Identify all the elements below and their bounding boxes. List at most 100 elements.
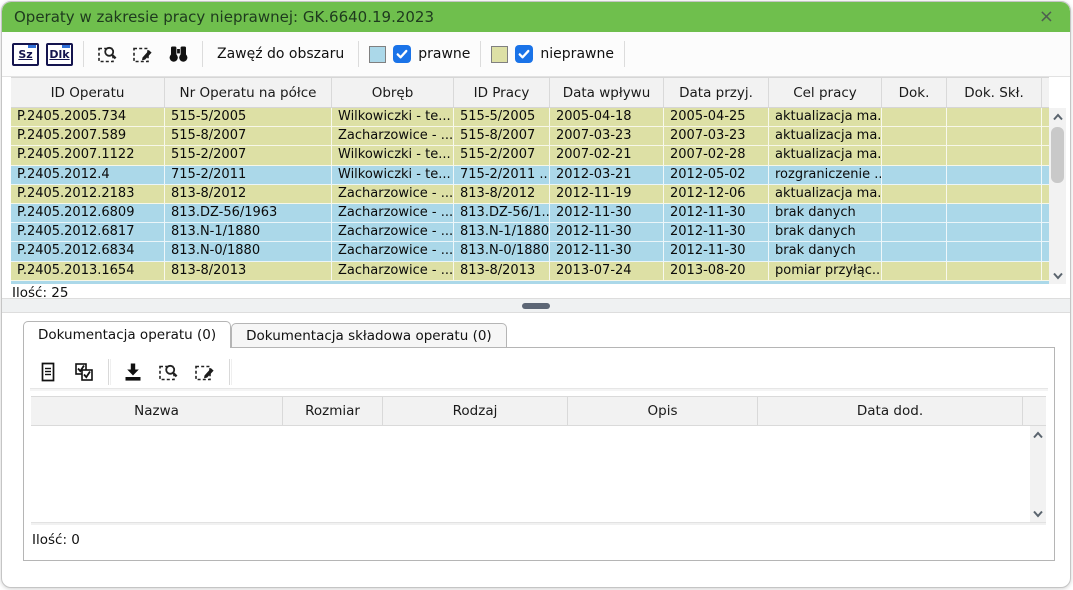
scroll-up-icon[interactable] [1049,108,1066,125]
preview-selection-button[interactable] [155,358,183,386]
op-cell: 813.N-1/1880 [454,223,550,243]
filter-swatch-prawne [369,45,387,63]
select-edit-button[interactable] [129,40,157,68]
tab-dokumentacja-skladowa[interactable]: Dokumentacja składowa operatu (0) [231,323,507,347]
title-bar[interactable]: Operaty w zakresie pracy nieprawnej: GK.… [2,2,1070,32]
op-column-header[interactable]: Data wpływu [550,78,664,107]
document-button[interactable] [34,358,62,386]
op-cell-filler [1042,185,1049,204]
filter-checkbox-prawne[interactable] [393,45,412,63]
op-cell: 813.N-1/1880 [165,223,332,243]
op-cell: 515-5/2005 [454,108,550,128]
op-column-header[interactable]: Dok. [882,78,947,107]
doc-column-header[interactable]: Nazwa [31,397,283,425]
checkmark-icon [518,49,530,59]
op-cell: Zacharzowice - ... [332,203,454,224]
op-cell: pomiar przyłąc... [769,261,882,281]
op-cell: 2012-11-30 [664,223,769,243]
toolbar-separator [480,41,482,67]
select-preview-button[interactable] [94,40,122,68]
operat-row[interactable]: P.2405.2012.2183 813-8/2012 Zacharzowice -… [11,184,1049,204]
operat-row[interactable]: P.2405.2012.4 715-2/2011 Wilkowiczki - te.… [11,165,1049,185]
op-cell: 2005-04-25 [664,108,769,128]
doc-column-header[interactable]: Rozmiar [283,397,383,425]
op-cell: P.2405.2012.6834 [11,242,165,262]
tab-label: Dokumentacja operatu (0) [38,326,217,343]
op-cell-filler [1042,242,1049,262]
op-column-header[interactable]: Nr Operatu na półce [165,78,332,107]
scrollbar-thumb[interactable] [1051,127,1064,183]
toolbar-separator [83,41,84,67]
op-cell: 813.DZ-56/1... [454,203,550,224]
op-cell: P.2405.2005.734 [11,108,165,128]
splitter-grip-icon[interactable] [522,302,550,309]
op-column-header[interactable]: Obręb [332,78,454,107]
op-column-header[interactable]: Data przyj. [664,78,769,107]
main-toolbar: Sz Dlk [2,32,1070,77]
scroll-down-icon[interactable] [1049,267,1066,284]
op-cell [947,165,1042,185]
sz-button-label: Sz [18,47,33,61]
documents-toolbar [30,355,1048,389]
filter-label-prawne[interactable]: prawne [418,46,471,62]
close-icon[interactable]: × [1038,6,1054,27]
tab-dokumentacja-operatu[interactable]: Dokumentacja operatu (0) [23,321,232,348]
operaty-table-body: P.2405.2005.734 515-5/2005 Wilkowiczki - t… [11,108,1049,284]
documents-table-body [31,426,1046,523]
op-cell: P.2405.2007.1122 [11,146,165,166]
sz-button[interactable]: Sz [12,42,39,66]
op-column-header[interactable]: Dok. Skł. [947,78,1042,107]
op-cell [882,108,947,128]
zoom-to-area-button[interactable]: Zawęź do obszaru [217,46,345,62]
documents-table: Nazwa Rozmiar Rodzaj Opis Data dod. [31,396,1046,523]
op-cell: 715-2/2011 [165,165,332,185]
edit-selection-button[interactable] [191,358,219,386]
document-icon [41,362,55,381]
operat-row[interactable]: P.2405.2012.6809 813.DZ-56/1963 Zacharzowi… [11,203,1049,224]
op-cell: rozgraniczenie ... [769,165,882,185]
op-cell: 2007-03-23 [550,127,664,147]
doc-column-header[interactable]: Rodzaj [383,397,568,425]
operat-row[interactable]: P.2405.2012.6834 813.N-0/1880 Zacharzowice… [11,242,1049,262]
op-column-header[interactable]: ID Pracy [454,78,550,107]
op-cell: Wilkowiczki - te... [332,165,454,185]
dlk-button[interactable]: Dlk [46,42,73,66]
op-cell: 813-8/2012 [165,184,332,204]
op-cell-filler [1042,204,1049,224]
scroll-down-icon[interactable] [1030,505,1046,522]
op-cell [947,242,1042,262]
scroll-up-icon[interactable] [1030,426,1046,443]
op-cell: 2005-04-18 [550,108,664,128]
op-cell: P.2405.2012.4 [11,165,165,185]
operat-row[interactable]: P.2405.2013.1654 813-8/2013 Zacharzowice -… [11,261,1049,281]
op-cell: 2012-11-30 [550,223,664,243]
op-cell: Wilkowiczki - te... [332,108,454,128]
op-cell: 515-8/2007 [165,127,332,147]
operat-row[interactable]: P.2405.2012.6817 813.N-1/1880 Zacharzowice… [11,223,1049,243]
op-column-header[interactable]: ID Operatu [11,78,165,107]
op-cell [947,146,1042,166]
operat-row[interactable]: P.2405.2005.734 515-5/2005 Wilkowiczki - t… [11,108,1049,128]
tab-content: Nazwa Rozmiar Rodzaj Opis Data dod. Ilość: 0 [23,347,1055,561]
filter-checkbox-nieprawne[interactable] [515,45,534,63]
operat-row[interactable]: P.2405.2007.1122 515-2/2007 Wilkowiczki - … [11,146,1049,166]
op-cell: P.2405.2012.6817 [11,223,165,243]
multi-select-button[interactable] [70,358,98,386]
operat-row[interactable]: P.2405.2007.589 515-8/2007 Zacharzowice - … [11,127,1049,147]
operaty-table-scrollbar[interactable] [1049,108,1066,284]
splitter[interactable] [2,298,1070,313]
tabs-row: Dokumentacja operatu (0) Dokumentacja sk… [23,320,1055,348]
op-column-header[interactable]: Cel pracy [769,78,882,107]
double-checkbox-icon [75,362,93,381]
op-cell: 2012-11-19 [550,184,664,204]
filter-label-nieprawne[interactable]: nieprawne [540,46,614,62]
op-cell: 2007-03-23 [664,127,769,147]
doc-column-header[interactable]: Data dod. [758,397,1023,425]
op-cell [882,242,947,262]
find-button[interactable] [164,40,192,68]
doc-column-header[interactable]: Opis [568,397,758,425]
documents-table-scrollbar[interactable] [1030,426,1046,522]
select-edit-icon [195,365,214,380]
download-button[interactable] [119,358,147,386]
op-cell [882,223,947,243]
